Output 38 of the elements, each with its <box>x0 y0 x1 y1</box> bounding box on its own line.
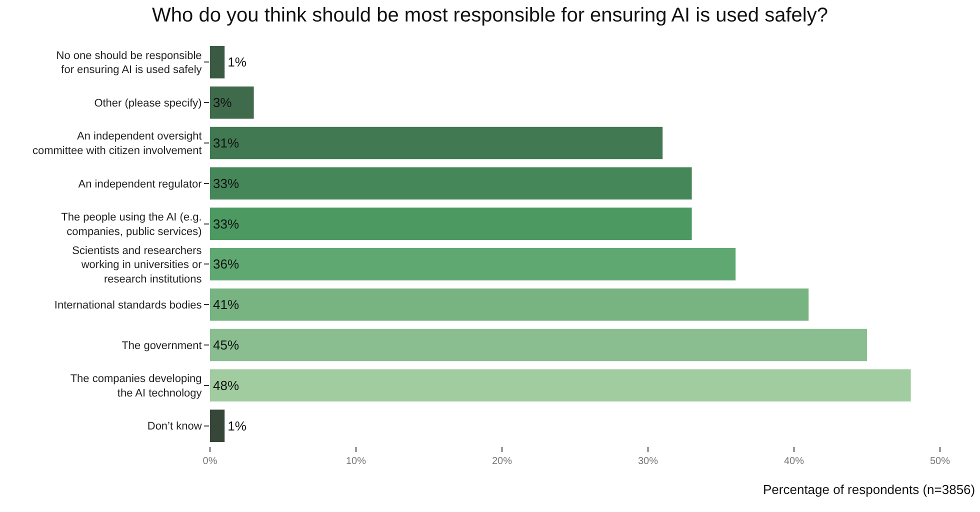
y-tick-label: Scientists and researchers working in universities or research institutions <box>72 244 202 286</box>
bar <box>210 208 692 240</box>
y-tick-label: The people using the AI (e.g. companies, public services) <box>61 212 202 238</box>
data-label: 45% <box>213 338 240 352</box>
x-axis-title: Percentage of respondents (n=3856) <box>763 482 976 497</box>
bar <box>210 288 809 321</box>
bar <box>210 248 736 280</box>
chart-title: Who do you think should be most responsible for ensuring AI is used safely? <box>152 4 828 27</box>
bar <box>210 126 663 160</box>
data-label: 33% <box>213 176 240 191</box>
data-label: 41% <box>213 297 240 312</box>
y-tick-label: An independent regulator <box>78 178 202 190</box>
data-label: 1% <box>228 418 247 434</box>
y-tick-label: No one should be responsible for ensuring AI is used safely <box>56 50 202 76</box>
y-tick-label: The companies developing the AI technology <box>70 373 202 400</box>
bar <box>210 369 911 402</box>
data-label: 31% <box>213 136 240 150</box>
bar <box>210 86 254 119</box>
y-tick-label: An independent oversight committee with citizen involvement <box>32 130 202 157</box>
bar <box>210 167 692 200</box>
data-label: 3% <box>213 95 232 110</box>
data-label: 33% <box>213 216 240 232</box>
y-tick-label: Don’t know <box>147 420 202 433</box>
y-tick-label: Other (please specify) <box>94 97 202 110</box>
x-tick-label: 30% <box>638 456 658 467</box>
x-tick-label: 10% <box>346 456 366 467</box>
data-label: 36% <box>213 256 240 272</box>
x-tick-label: 40% <box>784 456 804 467</box>
data-label: 48% <box>213 378 240 393</box>
data-label: 1% <box>228 54 247 70</box>
x-tick-label: 20% <box>492 456 512 467</box>
y-tick-label: International standards bodies <box>54 299 202 312</box>
x-tick-label: 0% <box>202 456 218 467</box>
y-tick-label: The government <box>122 340 202 352</box>
bar <box>210 410 225 442</box>
x-tick-label: 50% <box>930 456 950 467</box>
bar <box>210 328 867 362</box>
bar <box>210 46 225 78</box>
